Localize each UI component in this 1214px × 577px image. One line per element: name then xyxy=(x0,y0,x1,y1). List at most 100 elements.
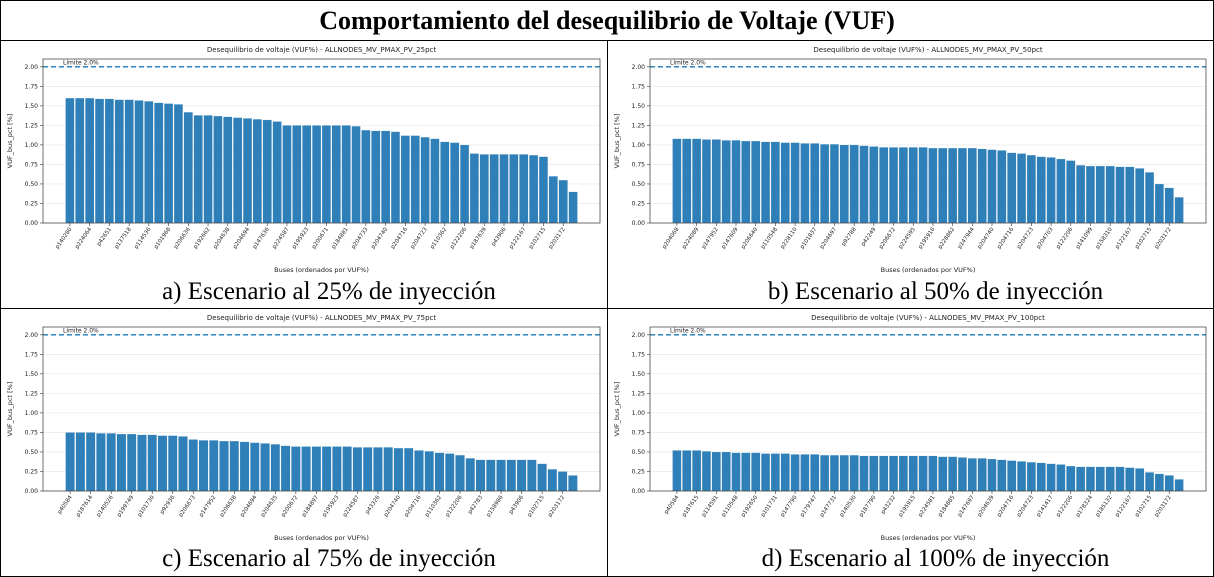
bar xyxy=(1125,467,1135,492)
y-tick-label: 1.50 xyxy=(25,371,39,378)
y-tick-label: 1.00 xyxy=(25,142,39,149)
bar xyxy=(741,452,751,492)
bar xyxy=(144,101,154,224)
bar xyxy=(229,440,240,492)
bar xyxy=(529,154,539,224)
bar xyxy=(839,454,849,492)
x-tick-label: p206672 xyxy=(878,227,897,251)
x-tick-label: p203172 xyxy=(547,495,566,519)
y-tick-label: 0.25 xyxy=(25,468,39,475)
y-tick-label: 1.75 xyxy=(25,351,39,358)
bar xyxy=(445,453,455,492)
y-tick-label: 2.00 xyxy=(632,332,646,339)
x-tick-label: p204697 xyxy=(819,226,838,250)
bar xyxy=(1007,152,1017,224)
bar xyxy=(173,104,184,224)
y-tick-label: 0.75 xyxy=(25,161,39,168)
bar xyxy=(85,97,95,224)
chart: Desequilibrio de voltaje (VUF%) - ALLNOD… xyxy=(6,46,601,274)
x-tick-label: p224089 xyxy=(681,226,700,250)
bar xyxy=(440,141,450,224)
bar xyxy=(270,444,281,492)
document-title: Comportamiento del desequilibrio de Volt… xyxy=(1,1,1213,41)
bar xyxy=(390,131,401,224)
limit-annotation: Límite 2.0% xyxy=(63,59,99,66)
caption: c) Escenario al 75% de inyección xyxy=(162,545,496,572)
x-tick-label: p122167 xyxy=(1115,494,1134,518)
x-tick-label: p141099 xyxy=(1075,226,1094,250)
chart: Desequilibrio de voltaje (VUF%) - ALLNOD… xyxy=(613,46,1207,274)
x-tick-label: p224587 xyxy=(342,494,361,518)
x-tick-label: p204638 xyxy=(212,226,231,250)
bar xyxy=(1105,165,1115,224)
bar xyxy=(252,119,262,224)
x-tick-label: p185132 xyxy=(1095,495,1114,519)
x-tick-label: p224581 xyxy=(918,495,937,519)
chart-title: Desequilibrio de voltaje (VUF%) - ALLNOD… xyxy=(811,314,1045,322)
bar xyxy=(898,147,908,224)
x-tick-label: p137518 xyxy=(114,226,133,250)
bar xyxy=(341,125,351,224)
x-tick-label: p40584 xyxy=(57,494,74,515)
bar xyxy=(790,142,800,224)
bar xyxy=(977,458,987,492)
bar xyxy=(1164,187,1174,224)
x-tick-label: p204639 xyxy=(977,494,996,518)
bar xyxy=(692,138,702,224)
bar xyxy=(780,453,790,492)
x-tick-label: p192662 xyxy=(193,227,212,251)
x-tick-label: p204694 xyxy=(232,226,251,250)
bar xyxy=(371,130,381,224)
bar xyxy=(292,125,302,224)
x-tick-label: p228862 xyxy=(937,227,956,251)
bar xyxy=(967,458,977,492)
y-tick-label: 0.00 xyxy=(632,220,646,227)
y-tick-label: 1.75 xyxy=(632,83,646,90)
bar xyxy=(879,455,889,492)
bar xyxy=(527,459,537,492)
bar xyxy=(1154,183,1164,224)
bar xyxy=(731,452,741,492)
bar xyxy=(1085,165,1096,224)
bar xyxy=(486,459,496,492)
bar xyxy=(879,147,889,224)
bar xyxy=(475,459,486,492)
x-tick-label: p147609 xyxy=(721,226,740,250)
x-tick-label: p224587 xyxy=(272,226,291,250)
x-tick-label: p203172 xyxy=(1154,227,1173,251)
bar xyxy=(938,147,948,224)
x-tick-label: p178324 xyxy=(1075,494,1094,518)
x-tick-label: p204716 xyxy=(996,226,1015,250)
bar xyxy=(547,469,558,492)
y-tick-label: 1.50 xyxy=(632,371,646,378)
bar xyxy=(957,147,968,224)
x-tick-label: p195916 xyxy=(918,226,937,250)
x-tick-label: p110548 xyxy=(760,226,779,250)
bar xyxy=(1036,156,1046,224)
bar xyxy=(496,459,506,492)
bar xyxy=(711,139,721,224)
bar xyxy=(75,97,85,224)
x-tick-label: p206673 xyxy=(178,494,197,518)
bar xyxy=(1026,154,1036,224)
x-tick-label: p179747 xyxy=(799,494,818,518)
bar xyxy=(967,147,977,224)
plot-frame xyxy=(649,326,1207,492)
bar xyxy=(682,138,692,224)
x-tick-label: p122167 xyxy=(1115,226,1134,250)
bar xyxy=(332,446,342,492)
bar xyxy=(516,459,527,492)
x-axis-label: Buses (ordenados por VUF%) xyxy=(274,266,369,274)
bar xyxy=(1174,479,1184,492)
bar xyxy=(568,475,578,492)
x-tick-label: p114591 xyxy=(701,495,720,519)
bar xyxy=(233,117,243,224)
x-tick-label: p206640 xyxy=(740,226,759,250)
caption: a) Escenario al 25% de inyección xyxy=(162,278,496,305)
figure-cell: Desequilibrio de voltaje (VUF%) - ALLNOD… xyxy=(608,309,1213,576)
bar xyxy=(800,454,810,492)
bar xyxy=(888,455,899,492)
y-tick-label: 1.25 xyxy=(25,390,39,397)
plot-frame xyxy=(42,58,601,224)
bar xyxy=(1056,464,1066,492)
